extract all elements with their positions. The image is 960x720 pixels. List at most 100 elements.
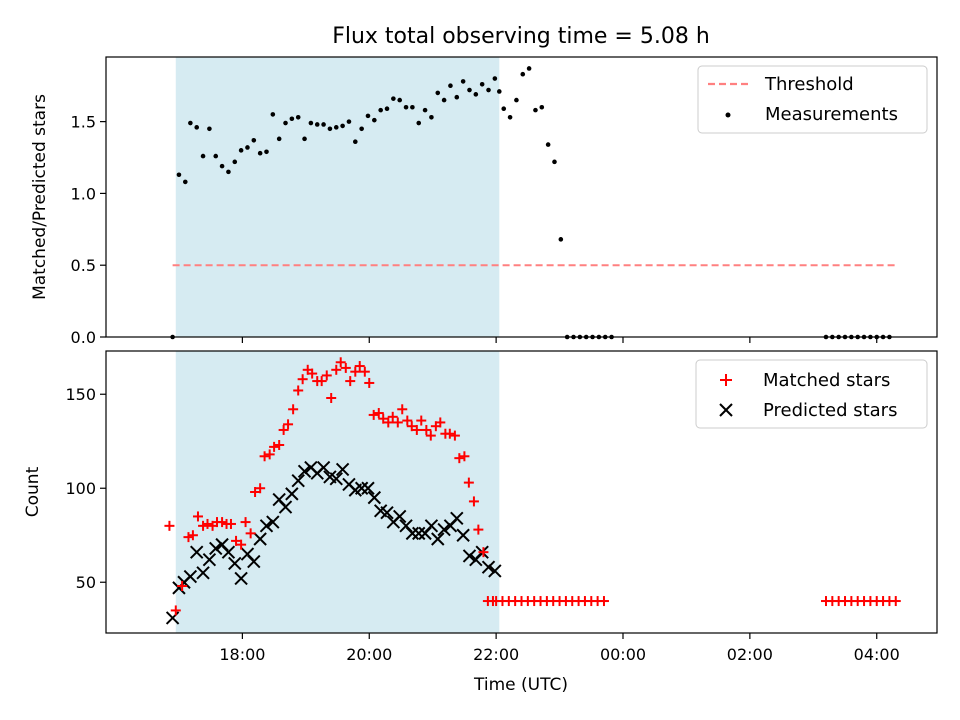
x-tick-label: 04:00: [854, 645, 900, 664]
measurement-point: [448, 83, 453, 89]
matched-star-point: [297, 374, 308, 385]
matched-star-point: [245, 528, 256, 539]
measurement-point: [295, 115, 301, 120]
matched-star-point: [264, 449, 275, 460]
threshold-legend-label: Threshold: [764, 74, 854, 95]
matched-star-point: [406, 421, 417, 432]
matched-star-point: [373, 408, 384, 419]
matched-star-point: [164, 520, 175, 531]
y-tick-label: 150: [65, 385, 96, 404]
measurement-point: [200, 153, 206, 159]
matched-star-point: [350, 366, 361, 377]
measurement-point: [188, 120, 193, 126]
measurement-point: [479, 81, 485, 87]
measurement-point: [507, 115, 513, 120]
measurement-point: [308, 120, 314, 126]
top-measurement-points: [170, 66, 892, 340]
matched-star-point: [321, 370, 332, 381]
matched-star-point: [416, 415, 427, 426]
bottom-axes-frame: [105, 350, 938, 634]
measurement-point: [182, 179, 188, 185]
predicted-star-point: [297, 464, 312, 479]
matched-star-point: [183, 532, 194, 543]
measurement-point: [372, 117, 377, 123]
measurement-point: [353, 139, 358, 145]
predicted-star-point: [380, 505, 394, 520]
predicted-star-point: [316, 460, 331, 475]
measurement-point: [403, 104, 409, 110]
measurement-point: [378, 107, 383, 113]
matched-star-point: [202, 518, 213, 529]
matched-star-point: [335, 357, 346, 368]
measurement-point: [302, 136, 307, 142]
top-legend-box: [697, 65, 928, 134]
measurement-point: [289, 116, 295, 122]
measurement-point: [207, 126, 212, 132]
measurement-point: [264, 149, 269, 155]
x-tick-label: 02:00: [727, 645, 773, 664]
measurement-point: [539, 104, 545, 110]
matched-star-point: [217, 517, 228, 528]
matched-star-point: [392, 417, 403, 428]
matched-star-point: [255, 483, 266, 494]
matched-star-point: [274, 440, 285, 450]
matched-star-point: [326, 393, 337, 403]
predicted-star-point: [247, 554, 261, 569]
matched-star-point: [411, 424, 422, 435]
predicted-star-point: [335, 462, 350, 477]
x-tick-label: 18:00: [219, 645, 265, 664]
predicted-star-point: [183, 569, 198, 584]
top-y-axis-label: Matched/Predicted stars: [30, 94, 50, 300]
matched-star-point: [383, 417, 394, 428]
predicted-legend-label: Predicted stars: [763, 400, 897, 421]
measurement-point: [232, 159, 238, 165]
measurement-point: [226, 169, 231, 175]
matched-star-point: [435, 417, 446, 428]
matched-star-point: [397, 404, 408, 415]
predicted-star-point: [285, 487, 299, 501]
bottom-y-ticks: 50 100 150: [65, 385, 106, 592]
measurement-point: [558, 237, 564, 242]
measurement-point: [346, 119, 352, 124]
bottom-shaded-region: [175, 351, 500, 633]
measurement-point: [486, 87, 491, 93]
measurement-point: [245, 145, 250, 150]
predicted-legend-swatch: [719, 403, 733, 417]
matched-star-point: [278, 424, 289, 435]
matched-star-point: [890, 596, 901, 607]
measurement-point: [460, 79, 466, 84]
matched-star-point: [444, 428, 455, 439]
y-tick-label: 1.0: [71, 184, 96, 203]
predicted-star-point: [329, 472, 343, 486]
matched-star-point: [368, 409, 379, 420]
bottom-legend: Matched stars Predicted stars: [695, 359, 928, 429]
predicted-star-point: [488, 564, 502, 578]
measurement-point: [526, 66, 532, 71]
measurement-point: [194, 125, 200, 130]
measurement-point: [416, 120, 422, 126]
top-shaded-region: [175, 57, 500, 337]
matched-star-point: [425, 430, 436, 441]
top-x-ticks: [241, 337, 878, 343]
measurement-point: [496, 89, 502, 94]
top-legend: Threshold Measurements: [697, 65, 928, 134]
y-tick-label: 0.0: [71, 328, 96, 347]
y-tick-label: 50: [76, 573, 96, 592]
matched-star-point: [288, 404, 299, 415]
matched-star-point: [598, 596, 609, 607]
measurement-point: [314, 122, 320, 127]
matched-star-point: [463, 477, 474, 488]
predicted-star-point: [481, 560, 496, 574]
measurement-point: [501, 106, 507, 111]
matched-star-point: [387, 411, 398, 422]
predicted-star-point: [462, 549, 477, 563]
bottom-matched-points: [164, 357, 901, 616]
matched-star-point: [468, 496, 479, 507]
bottom-legend-box: [695, 359, 928, 429]
measurement-point: [283, 120, 288, 126]
predicted-star-point: [278, 500, 293, 514]
predicted-star-point: [266, 515, 280, 529]
matched-star-point: [345, 376, 356, 387]
measurement-point: [391, 96, 396, 101]
